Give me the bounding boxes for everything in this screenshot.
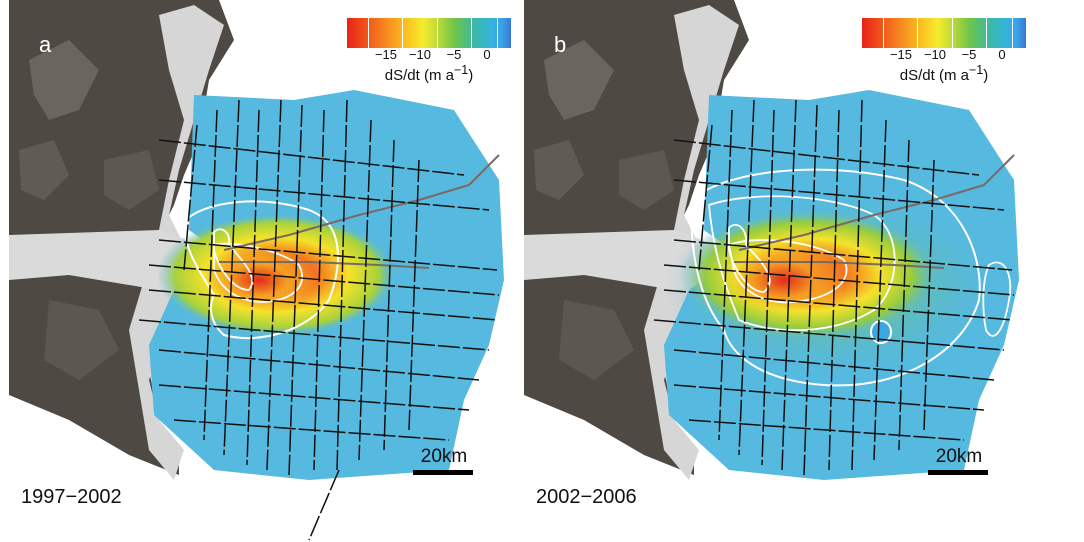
contour-inner-a <box>213 228 254 291</box>
scale-bar: 20km <box>928 446 990 475</box>
flight-lines-a <box>138 99 500 541</box>
scale-bar-line <box>928 470 988 475</box>
contour-mid-b <box>708 195 896 332</box>
elevation-change-map-b <box>524 0 1039 542</box>
map-panel-a: a 1997−2002 20km −15 −10 −5 0 dS/dt (m a… <box>9 0 524 542</box>
colorbar-tick-label: −10 <box>408 47 432 62</box>
flight-lines-b <box>653 99 1015 476</box>
elevation-change-map-a <box>9 0 524 542</box>
map-panel-b: b 2002−2006 20km −15 −10 −5 0 dS/dt (m a… <box>524 0 1039 542</box>
flowline-b <box>738 154 1015 251</box>
colorbar-ticks: −15 −10 −5 0 <box>862 47 1026 62</box>
contour-blob-b <box>870 320 892 344</box>
colorbar-strip <box>347 18 511 48</box>
period-label: 1997−2002 <box>21 486 122 508</box>
colorbar-tick-label: −10 <box>923 47 947 62</box>
scale-bar-line <box>413 470 473 475</box>
colorbar-tick-label: 0 <box>483 47 491 62</box>
colorbar: −15 −10 −5 0 dS/dt (m a−1) <box>347 18 511 84</box>
colorbar-tick-label: 0 <box>998 47 1006 62</box>
colorbar-unit: dS/dt (m a−1) <box>384 63 474 84</box>
colorbar-unit: dS/dt (m a−1) <box>899 63 989 84</box>
scale-label: 20km <box>935 446 983 467</box>
scale-label: 20km <box>420 446 468 467</box>
period-label: 2002−2006 <box>536 486 637 508</box>
colorbar-tick-label: −5 <box>446 47 462 62</box>
colorbar-strip <box>862 18 1026 48</box>
colorbar: −15 −10 −5 0 dS/dt (m a−1) <box>862 18 1026 84</box>
flowline-a <box>223 154 500 251</box>
panel-letter: a <box>39 32 52 57</box>
contour-outer-a <box>182 200 339 339</box>
colorbar-tick-label: −5 <box>961 47 977 62</box>
panel-letter: b <box>554 32 567 57</box>
scale-bar: 20km <box>413 446 475 475</box>
colorbar-tick-label: −15 <box>889 47 913 62</box>
colorbar-tick-label: −15 <box>374 47 398 62</box>
colorbar-ticks: −15 −10 −5 0 <box>347 47 511 62</box>
